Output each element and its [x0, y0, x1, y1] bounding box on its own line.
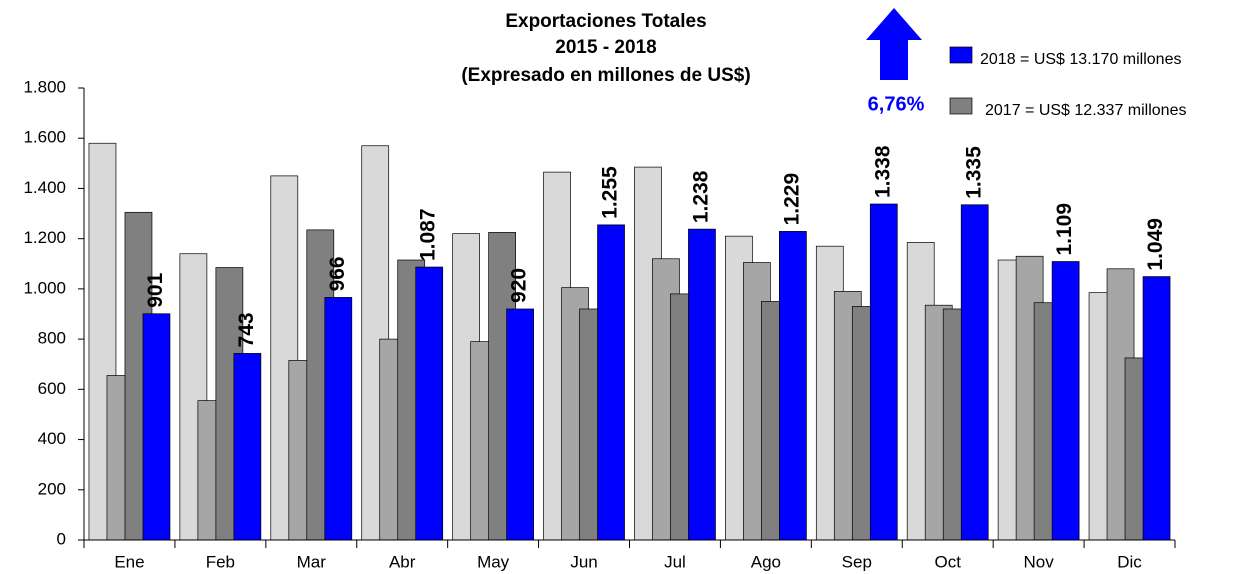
x-tick-label: Abr	[389, 552, 416, 571]
annotation: 6,76%	[868, 93, 925, 115]
chart-title: Exportaciones Totales	[505, 11, 706, 32]
y-tick-label: 800	[38, 329, 66, 348]
data-label: 743	[235, 312, 258, 347]
y-tick-label: 0	[57, 529, 66, 548]
x-tick-label: Feb	[206, 552, 235, 571]
x-tick-label: Dic	[1117, 552, 1142, 571]
data-label: 1.338	[871, 145, 894, 198]
bar	[1142, 276, 1171, 541]
y-tick-label: 1.800	[23, 77, 66, 96]
chart-note: (Expresado en millones de US$)	[461, 65, 750, 86]
x-tick-label: Ago	[751, 552, 781, 571]
up-arrow	[866, 8, 922, 80]
bar	[324, 297, 353, 541]
bar	[142, 313, 171, 541]
legend-label: 2017 = US$ 12.337 millones	[985, 102, 1186, 119]
data-label: 920	[508, 268, 531, 303]
legend-swatch	[949, 46, 973, 64]
data-label: 1.229	[780, 173, 803, 226]
bar	[597, 224, 625, 541]
data-label: 1.238	[690, 170, 713, 223]
x-tick-label: Mar	[297, 552, 327, 571]
bar	[688, 228, 716, 541]
y-tick-label: 1.200	[23, 228, 66, 247]
x-tick-label: Sep	[842, 552, 872, 571]
data-label: 1.255	[599, 166, 622, 219]
bar	[233, 353, 262, 541]
bar	[506, 308, 534, 541]
bar	[779, 231, 807, 541]
x-tick-label: Jun	[570, 552, 597, 571]
y-tick-label: 600	[38, 379, 66, 398]
x-tick-label: Ene	[114, 552, 144, 571]
data-label: 1.335	[962, 146, 985, 199]
data-label: 1.049	[1144, 218, 1167, 271]
x-tick-label: Nov	[1024, 552, 1055, 571]
bar	[179, 253, 208, 541]
data-label: 901	[144, 272, 167, 307]
bar	[960, 204, 989, 541]
bar	[415, 266, 444, 541]
bar	[1051, 261, 1080, 541]
data-label: 1.087	[417, 208, 440, 261]
bar	[869, 203, 898, 541]
chart-subtitle: 2015 - 2018	[555, 37, 656, 58]
data-label: 966	[326, 256, 349, 291]
x-tick-label: Jul	[664, 552, 686, 571]
legend-swatch	[949, 97, 973, 115]
y-tick-label: 1.600	[23, 128, 66, 147]
y-tick-label: 400	[38, 429, 66, 448]
y-tick-label: 1.000	[23, 278, 66, 297]
data-label: 1.109	[1053, 203, 1076, 256]
y-tick-label: 1.400	[23, 178, 66, 197]
y-tick-label: 200	[38, 479, 66, 498]
x-tick-label: May	[477, 552, 510, 571]
legend-label: 2018 = US$ 13.170 millones	[980, 51, 1181, 68]
x-tick-label: Oct	[934, 552, 961, 571]
